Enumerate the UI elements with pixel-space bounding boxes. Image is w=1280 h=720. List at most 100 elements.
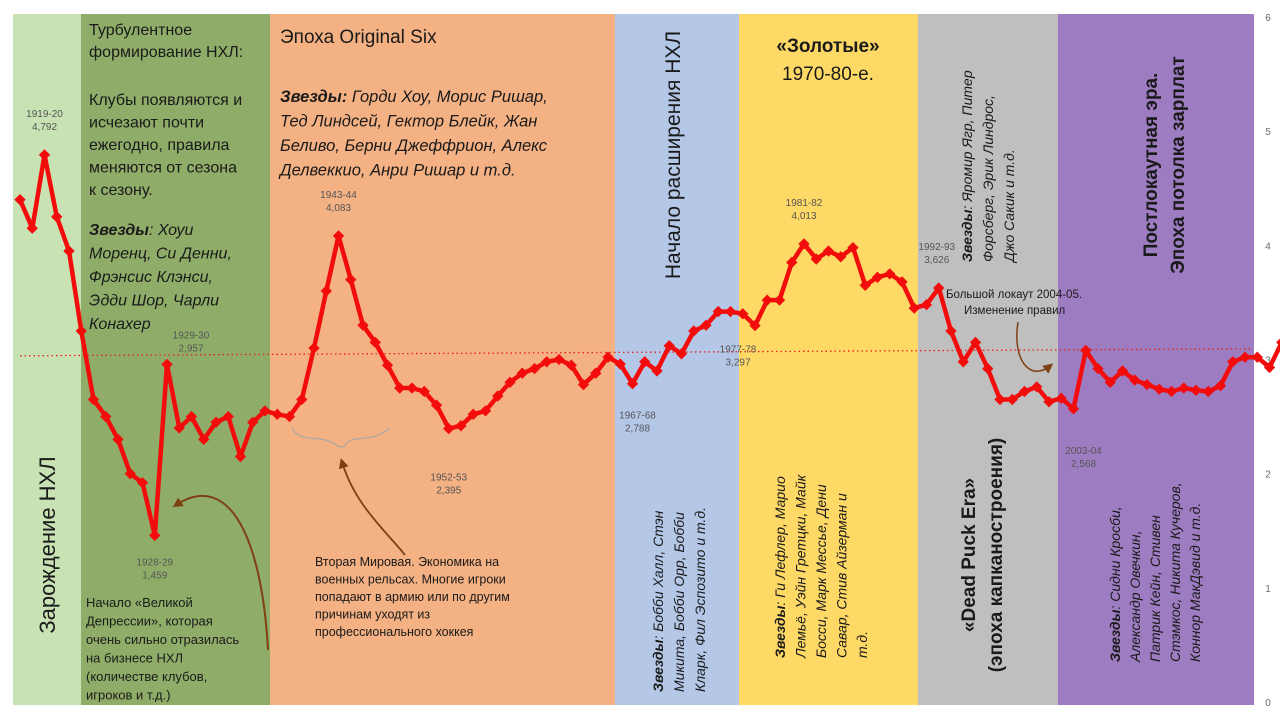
data-point: [1251, 351, 1263, 363]
data-point: [577, 378, 590, 391]
era-title-turbulent: Турбулентное формирование НХЛ:: [89, 22, 243, 61]
data-point: [969, 336, 982, 349]
data-point: [149, 529, 161, 542]
data-point: [994, 393, 1006, 406]
note-ww2: Вторая Мировая. Экономика на военных рель…: [315, 555, 510, 639]
data-point: [320, 285, 332, 297]
point-label-1929-30: 1929-30 2,957: [173, 330, 210, 354]
data-point: [920, 299, 933, 311]
data-point: [345, 273, 357, 286]
data-point: [1202, 385, 1214, 398]
annotation-lockout: Большой локаут 2004-05. Изменение правил: [946, 289, 1082, 317]
era-band-turbulent: [81, 14, 270, 705]
data-point: [185, 410, 198, 423]
data-point: [1031, 381, 1043, 393]
point-label-1992-93: 1992-93 3,626: [918, 242, 955, 266]
y-axis: 0 1 2 3 4 5 6: [1265, 13, 1271, 709]
y-tick-label: 5: [1265, 127, 1271, 138]
era-stars-dead-puck: Звезды: Яромир Ягр, Питер Форсберг, Эрик …: [959, 70, 1017, 264]
data-point: [1276, 336, 1280, 349]
data-point: [908, 302, 920, 314]
data-point: [38, 149, 51, 161]
data-point: [173, 422, 185, 434]
data-point: [982, 362, 994, 375]
data-point: [283, 410, 296, 423]
point-label-1952-53: 1952-53 2,395: [430, 473, 467, 497]
data-point: [406, 382, 418, 394]
data-point: [614, 358, 626, 370]
data-point: [504, 376, 516, 388]
era-title-dead-puck: «Dead Puck Era» (эпоха капканостроения): [959, 438, 1007, 673]
data-point: [1190, 384, 1202, 396]
data-point: [957, 356, 969, 368]
data-point: [1006, 393, 1018, 406]
era-band-golden: [739, 14, 918, 705]
data-point: [308, 342, 320, 354]
data-point: [1227, 356, 1239, 368]
data-point: [394, 382, 406, 394]
data-point: [565, 359, 577, 371]
data-point: [1043, 396, 1055, 408]
data-point: [786, 256, 798, 269]
data-point: [418, 385, 430, 398]
data-point: [1153, 383, 1165, 395]
point-label-1928-29: 1928-29 1,459: [136, 557, 173, 581]
data-point: [430, 399, 443, 411]
data-point: [651, 365, 663, 377]
data-point: [737, 308, 749, 320]
data-point: [884, 268, 896, 280]
arrow-ww2: [338, 458, 406, 556]
era-bands: [13, 14, 1254, 705]
data-point: [1104, 376, 1116, 388]
era-title-golden: «Золотые» 1970-80-е.: [776, 36, 879, 85]
data-point: [761, 294, 773, 306]
era-title-post-lockout: Постлокаутная эра. Эпоха потолка зарплат: [1141, 56, 1189, 274]
era-band-birth: [13, 14, 81, 705]
data-point: [712, 305, 724, 318]
era-stars-original-six: Звезды: Горди Хоу, Морис Ришар, Тед Линдс…: [278, 88, 548, 180]
data-point: [1018, 385, 1031, 398]
data-point: [369, 336, 381, 349]
era-band-dead-puck: [918, 14, 1058, 705]
data-point: [859, 279, 871, 291]
note-great-depression: Начало «Великой Депрессии», которая очень …: [86, 595, 239, 703]
y-tick-label: 1: [1265, 584, 1271, 595]
data-point: [541, 356, 553, 368]
data-point: [1080, 344, 1092, 357]
data-point: [1129, 374, 1141, 386]
era-stars-expansion: Звезды: Бобби Халл, Стэн Микита, Бобби Ор…: [650, 507, 708, 692]
era-body-turbulent: Клубы появляются и исчезают почти ежегодно…: [89, 92, 242, 199]
data-point: [259, 405, 271, 417]
data-point: [835, 251, 847, 263]
data-point: [626, 378, 639, 390]
data-point: [663, 340, 675, 352]
data-point: [1092, 362, 1104, 375]
y-tick-label: 3: [1265, 356, 1271, 367]
data-point: [1165, 385, 1178, 398]
point-label-1919-20: 1919-20 4,792: [26, 109, 63, 133]
data-point: [51, 211, 63, 223]
data-point: [381, 359, 394, 371]
data-point: [222, 410, 234, 423]
data-point: [639, 356, 651, 368]
data-point: [822, 245, 835, 257]
data-point: [528, 362, 541, 375]
data-point: [234, 450, 247, 463]
era-stars-turbulent: Звезды: Хоуи Моренц, Си Денни, Фрэнсис Клэ…: [89, 222, 232, 333]
data-point: [492, 390, 504, 402]
data-point: [467, 408, 479, 420]
data-point: [945, 325, 957, 337]
data-point: [357, 319, 369, 331]
data-point: [296, 393, 308, 406]
data-point: [332, 230, 345, 242]
data-point: [1263, 361, 1276, 374]
y-tick-label: 2: [1265, 470, 1271, 481]
data-point: [198, 433, 210, 446]
data-point: [1141, 378, 1153, 391]
data-point: [700, 319, 712, 331]
data-point: [688, 325, 700, 337]
y-tick-label: 4: [1265, 241, 1271, 252]
data-point: [847, 241, 859, 254]
